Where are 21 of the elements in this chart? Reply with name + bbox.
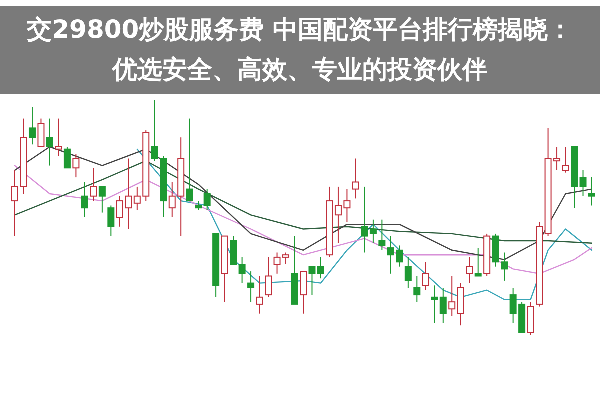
- candlestick: [248, 271, 255, 303]
- candlestick: [238, 256, 246, 284]
- candlestick: [448, 276, 456, 317]
- candlestick: [466, 256, 474, 284]
- candlestick: [580, 170, 587, 197]
- candlestick: [588, 177, 596, 206]
- candlestick: [414, 276, 421, 303]
- candlestick: [378, 219, 386, 251]
- candlestick: [431, 285, 438, 324]
- candlestick: [72, 154, 80, 178]
- candlestick: [352, 158, 360, 200]
- candlestick: [28, 106, 36, 146]
- candlestick: [361, 186, 368, 254]
- candlestick: [81, 182, 88, 218]
- candlestick: [256, 276, 264, 314]
- candlestick: [404, 256, 412, 288]
- candlestick: [46, 118, 54, 166]
- candlestick: [440, 288, 447, 324]
- candlestick: [370, 219, 377, 244]
- candlestick: [422, 262, 430, 291]
- candlestick: [55, 118, 62, 157]
